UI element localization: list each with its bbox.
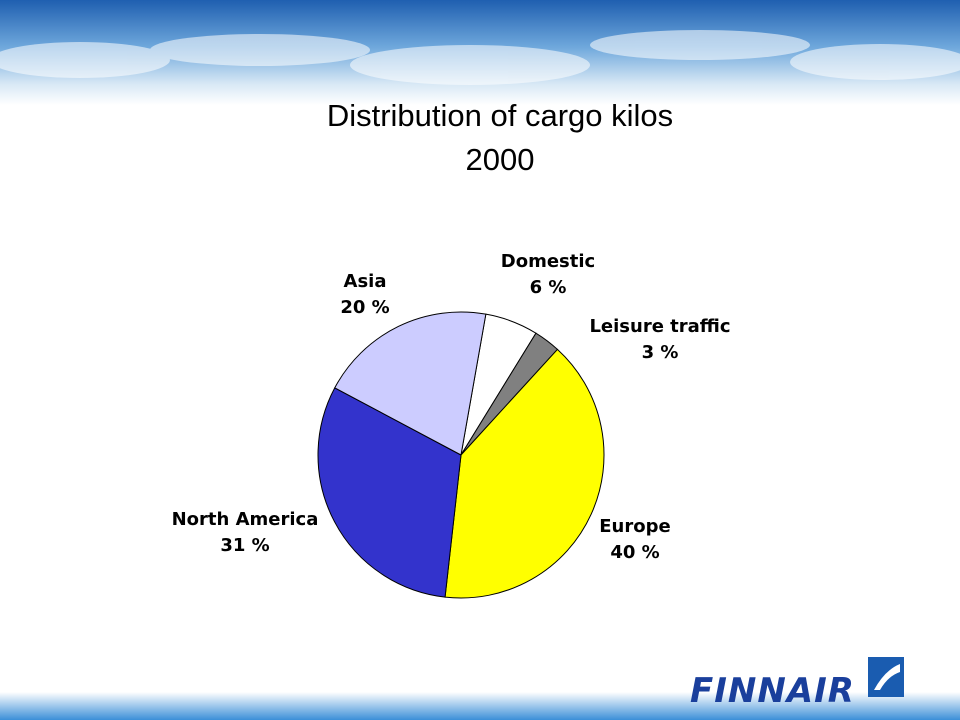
slice-value-label: 31 % <box>220 535 269 556</box>
pie-slice <box>334 311 487 456</box>
pie-slice <box>444 348 605 599</box>
chart-title: Distribution of cargo kilos <box>327 98 673 133</box>
clouds <box>0 30 960 85</box>
slice-label: Europe <box>599 516 670 537</box>
slice-label: Leisure traffic <box>589 316 730 337</box>
logo-icon-mark <box>874 664 900 690</box>
slice-value-label: 6 % <box>530 277 567 298</box>
slice-label: North America <box>172 509 319 530</box>
slice-value-label: 3 % <box>642 342 679 363</box>
slice-value-label: 20 % <box>340 297 389 318</box>
chart-subtitle: 2000 <box>466 142 535 177</box>
slice-value-label: 40 % <box>610 542 659 563</box>
slice-label: Domestic <box>501 251 595 272</box>
slice-label: Asia <box>344 271 387 292</box>
footer-strip <box>0 692 960 720</box>
pie-slice <box>317 387 462 598</box>
logo-text: FINNAIR <box>690 671 855 711</box>
